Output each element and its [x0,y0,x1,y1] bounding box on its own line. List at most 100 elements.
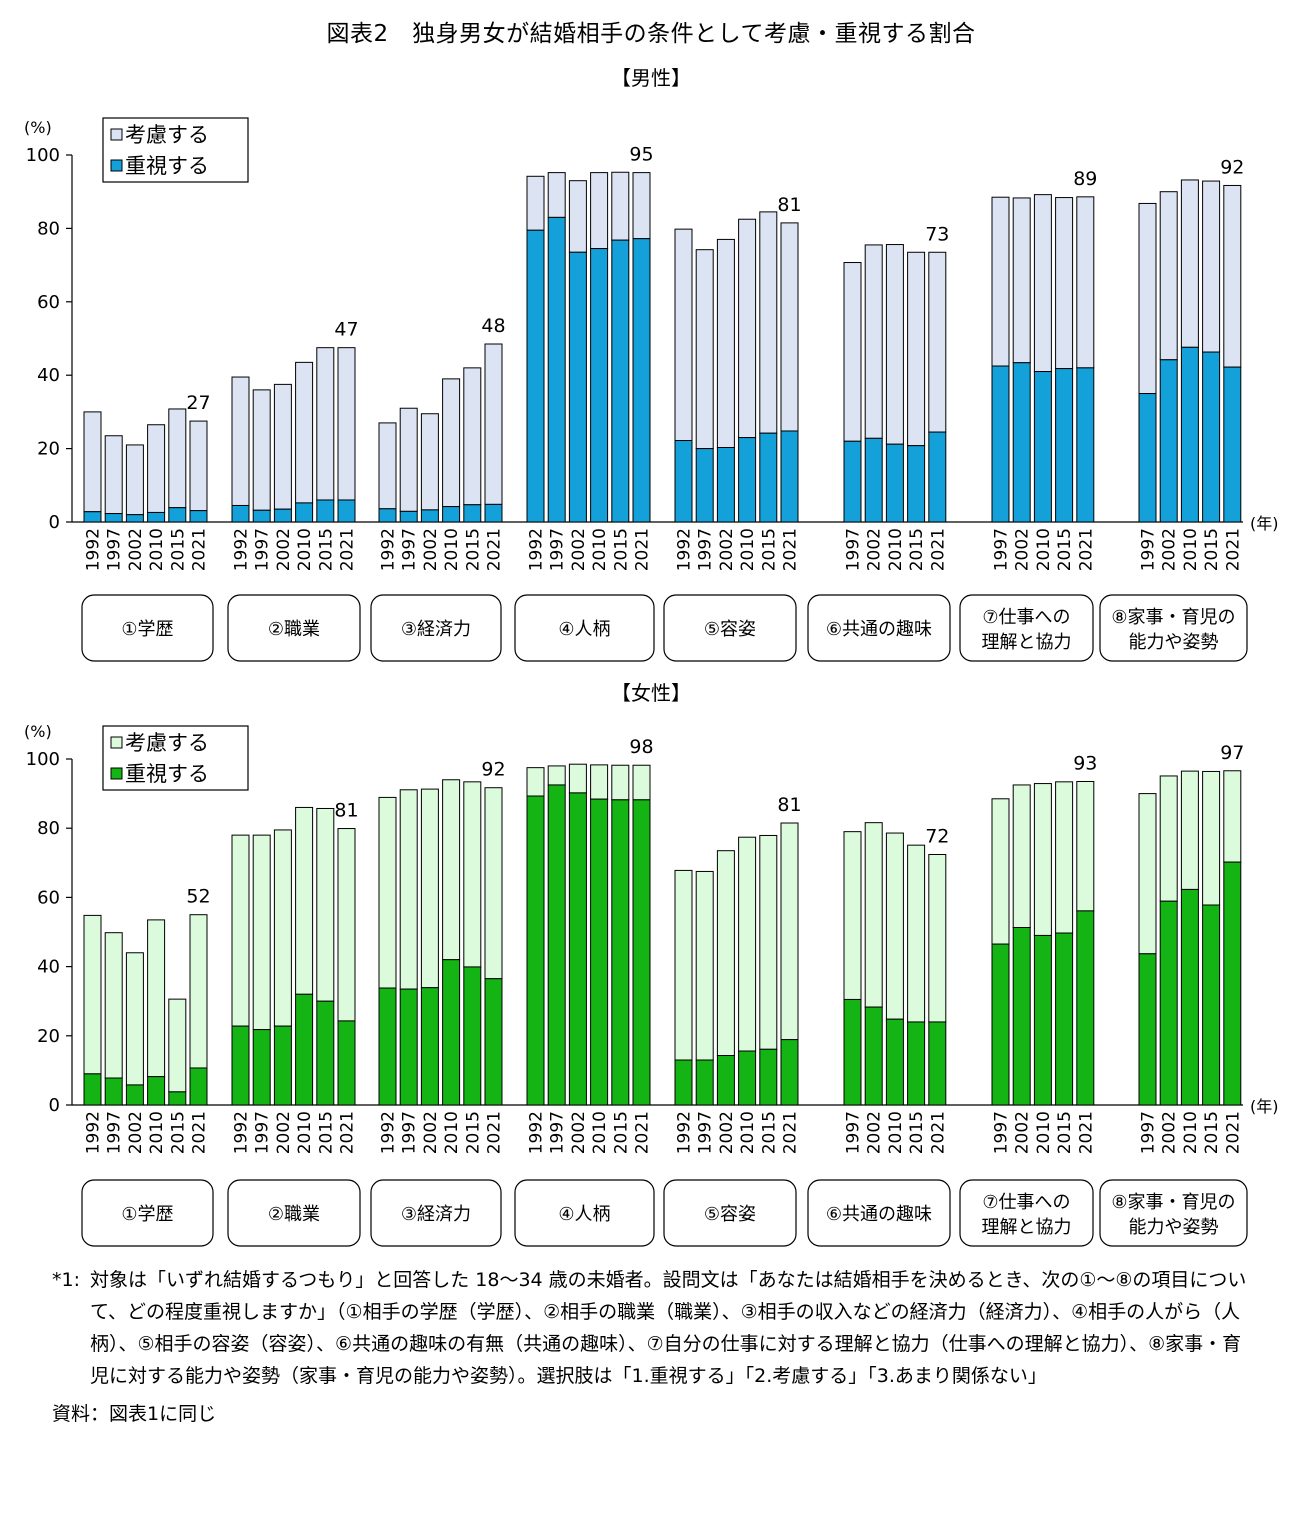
female-bar-consider [104,932,123,1079]
female-bar-emphasis [252,1029,271,1106]
female-data-label: 52 [186,886,210,908]
female-bar-consider [420,788,439,989]
male-bar-consider [928,251,947,433]
female-bar-consider [252,834,271,1031]
male-bar-consider [759,211,778,434]
female-legend-swatch-emphasis [110,767,123,780]
female-bar-consider [147,919,166,1078]
male-bar-emphasis [695,448,714,523]
male-bar-consider [991,196,1010,367]
male-bar-emphasis [885,443,904,523]
female-x-tick-label: 1997 [844,1111,864,1154]
female-bar-consider [759,834,778,1050]
male-bar-emphasis [632,238,651,523]
female-bar-emphasis [295,993,314,1106]
female-x-tick-label: 1997 [992,1111,1012,1154]
male-x-tick-label: 2015 [168,528,188,571]
female-x-tick-label: 2021 [1223,1111,1243,1154]
male-x-tick-label: 1992 [527,528,547,571]
female-bar-emphasis [590,798,609,1106]
male-x-tick-label: 2010 [886,528,906,571]
female-bar-consider [885,832,904,1020]
male-bar-emphasis [189,510,208,523]
male-bar-emphasis [147,511,166,523]
male-bar-consider [295,361,314,504]
male-bar-emphasis [168,507,187,523]
female-x-tick-label: 2021 [928,1111,948,1154]
female-bar-consider [442,779,461,961]
female-bar-consider [1159,775,1178,902]
male-x-tick-label: 1992 [379,528,399,571]
female-bar-consider [1055,781,1074,934]
female-bar-emphasis [907,1021,926,1106]
female-bar-emphasis [231,1025,250,1106]
female-x-tick-label: 1992 [527,1111,547,1154]
female-bar-emphasis [463,966,482,1106]
female-data-label: 81 [334,800,358,822]
female-bar-emphasis [1180,888,1199,1106]
female-y-tick-label: 0 [49,1095,60,1116]
male-y-tick-label: 100 [26,145,60,166]
male-bar-consider [231,376,250,506]
female-x-tick-label: 2021 [1076,1111,1096,1154]
female-bar-emphasis [568,792,587,1106]
male-x-tick-label: 2021 [928,528,948,571]
female-bar-consider [484,787,503,980]
male-bar-consider [1055,197,1074,370]
female-x-tick-label: 2015 [316,1111,336,1154]
female-x-tick-label: 2002 [1160,1111,1180,1154]
male-x-tick-label: 2021 [485,528,505,571]
female-bar-emphasis [1202,904,1221,1106]
female-chart-title: 【女性】 [611,681,691,705]
male-bar-emphasis [316,499,335,523]
male-bar-emphasis [83,511,102,523]
male-bar-consider [1159,191,1178,361]
female-category-box [1099,1179,1248,1247]
female-y-axis-label: (%) [24,722,52,741]
female-bar-consider [1012,784,1031,929]
male-y-tick-label: 20 [37,439,60,460]
female-category-box [514,1179,655,1247]
female-category-label: ⑤容姿 [704,1204,756,1225]
female-bar-emphasis [611,799,630,1106]
male-x-tick-label: 2002 [126,528,146,571]
female-bar-emphasis [1223,861,1242,1106]
male-data-label: 73 [925,223,949,245]
male-bar-emphasis [1033,371,1052,523]
female-x-tick-label: 2010 [442,1111,462,1154]
male-x-tick-label: 1997 [844,528,864,571]
female-bar-consider [83,914,102,1075]
female-data-label: 81 [777,794,801,816]
male-bar-consider [378,422,397,510]
male-x-tick-label: 1997 [105,528,125,571]
male-bar-emphasis [420,509,439,523]
male-bar-emphasis [590,248,609,523]
male-y-tick-label: 60 [37,292,60,313]
male-x-tick-label: 2010 [295,528,315,571]
female-category-box [959,1179,1094,1247]
male-x-tick-label: 2010 [1034,528,1054,571]
male-bar-consider [526,175,545,231]
male-category-label: ⑥共通の趣味 [826,619,932,640]
male-legend-swatch-emphasis [110,159,123,172]
female-bar-consider [991,798,1010,945]
female-bar-emphasis [420,987,439,1106]
female-x-tick-label: 2010 [147,1111,167,1154]
male-bar-emphasis [780,430,799,523]
female-bar-consider [231,834,250,1027]
male-x-tick-label: 2010 [1181,528,1201,571]
female-x-axis-label: (年) [1250,1097,1279,1116]
female-bar-consider [378,796,397,989]
female-bar-emphasis [125,1084,144,1106]
male-category-box [663,594,797,662]
female-category-label: ⑥共通の趣味 [826,1204,932,1225]
female-x-tick-label: 1992 [379,1111,399,1154]
male-bar-emphasis [463,504,482,523]
male-data-label: 27 [186,392,210,414]
male-bar-emphasis [928,431,947,523]
female-y-tick-label: 100 [26,749,60,770]
female-x-tick-label: 1997 [105,1111,125,1154]
female-bar-consider [1180,770,1199,890]
female-bar-emphasis [928,1021,947,1106]
male-data-label: 47 [334,319,358,341]
